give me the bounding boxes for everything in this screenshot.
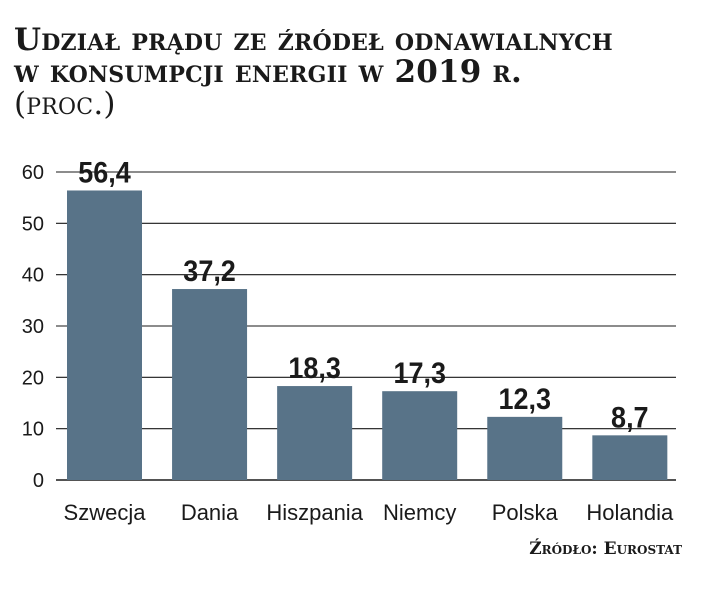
y-tick-label: 10 (22, 419, 44, 441)
x-category-label: Polska (492, 500, 559, 525)
bar-value-label: 8,7 (611, 401, 649, 435)
y-tick-label: 50 (22, 213, 44, 235)
chart-title: Udział prądu ze źródeł odnawialnych w ko… (14, 24, 694, 120)
bar (67, 190, 142, 481)
x-category-label: Holandia (586, 500, 674, 525)
title-unit: (proc.) (14, 86, 116, 122)
y-tick-label: 30 (22, 316, 44, 338)
bar (592, 435, 668, 480)
source-note: Źródło: Eurostat (529, 539, 682, 559)
y-tick-label: 40 (22, 265, 44, 287)
bar-value-label: 12,3 (499, 383, 552, 417)
x-category-label: Dania (181, 500, 239, 525)
bar (487, 416, 563, 480)
bar (172, 289, 248, 480)
bar-value-label: 17,3 (393, 357, 446, 391)
bar-value-label: 56,4 (78, 156, 131, 190)
y-tick-label: 60 (22, 162, 44, 184)
x-category-label: Szwecja (64, 500, 147, 525)
x-category-label: Hiszpania (266, 500, 363, 525)
y-tick-label: 0 (33, 470, 44, 492)
bar (382, 391, 458, 480)
bar (277, 386, 353, 480)
bar-value-label: 18,3 (288, 352, 341, 386)
x-category-label: Niemcy (383, 500, 456, 525)
title-line-2: w konsumpcji energii w 2019 r. (14, 54, 523, 90)
title-line-1: Udział prądu ze źródeł odnawialnych (14, 22, 613, 58)
y-tick-label: 20 (22, 367, 44, 389)
bar-value-label: 37,2 (183, 255, 236, 289)
